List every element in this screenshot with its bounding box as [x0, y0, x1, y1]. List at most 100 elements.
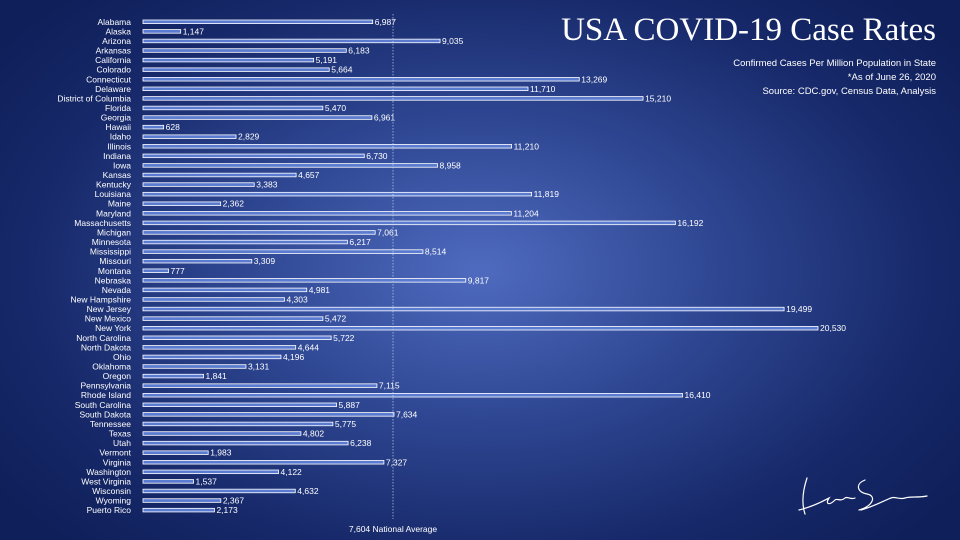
- bar: [142, 134, 237, 139]
- category-label: Florida: [105, 103, 131, 113]
- value-label: 16,410: [685, 390, 711, 400]
- value-label: 2,173: [216, 505, 238, 515]
- category-label: Arizona: [102, 36, 131, 46]
- category-label: Pennsylvania: [80, 381, 131, 391]
- category-label: Michigan: [97, 227, 131, 237]
- category-label: Delaware: [95, 84, 131, 94]
- bar: [142, 77, 580, 82]
- national-average-label: 7,604 National Average: [349, 524, 437, 534]
- category-label: Nebraska: [95, 275, 132, 285]
- value-label: 11,819: [534, 189, 560, 199]
- bar: [142, 345, 297, 350]
- category-label: Mississippi: [90, 247, 131, 257]
- bar: [142, 412, 395, 417]
- category-label: South Carolina: [75, 400, 132, 410]
- bar: [142, 450, 209, 455]
- bar: [142, 239, 348, 245]
- bar: [142, 402, 337, 407]
- as-of-date: *As of June 26, 2020: [847, 72, 936, 83]
- bar: [142, 153, 365, 159]
- value-label: 6,961: [374, 113, 396, 123]
- category-label: Arkansas: [96, 46, 131, 56]
- value-label: 15,210: [645, 93, 671, 103]
- bar: [142, 421, 334, 427]
- value-label: 6,730: [366, 151, 388, 161]
- bar: [142, 115, 373, 120]
- value-label: 5,470: [325, 103, 347, 113]
- value-label: 4,644: [298, 342, 320, 352]
- bar: [142, 316, 324, 321]
- value-label: 9,035: [442, 36, 464, 46]
- bar: [142, 431, 302, 436]
- bar: [142, 172, 297, 178]
- value-label: 7,115: [379, 381, 400, 391]
- value-label: 6,183: [348, 46, 370, 56]
- bar: [142, 124, 165, 130]
- value-label: 5,472: [325, 314, 347, 324]
- bar: [142, 479, 194, 484]
- bar: [142, 306, 785, 312]
- category-label: Alabama: [97, 17, 131, 27]
- bar: [142, 38, 441, 44]
- value-label: 5,775: [335, 419, 357, 429]
- value-label: 13,269: [581, 74, 607, 84]
- category-label: Tennessee: [90, 419, 131, 429]
- bars-layer: Alabama 6,987 Alaska 1,147 Arizona 9,035 Arkan…: [57, 17, 846, 515]
- bar: [142, 297, 285, 302]
- category-label: Kansas: [103, 170, 131, 180]
- value-label: 11,710: [530, 84, 556, 94]
- bar: [142, 507, 215, 513]
- category-label: New Hampshire: [71, 294, 132, 304]
- bar: [142, 57, 315, 63]
- category-label: South Dakota: [79, 409, 131, 419]
- value-label: 7,327: [386, 457, 408, 467]
- bar: [142, 488, 296, 494]
- value-label: 7,634: [396, 409, 418, 419]
- category-label: Washington: [86, 467, 131, 477]
- bar: [142, 383, 378, 388]
- bar: [142, 325, 819, 331]
- category-label: Colorado: [97, 65, 132, 75]
- bar: [142, 469, 279, 475]
- value-label: 1,841: [206, 371, 228, 381]
- bar: [142, 144, 512, 149]
- category-label: Montana: [98, 266, 131, 276]
- bar: [142, 335, 332, 340]
- bar: [142, 67, 330, 72]
- bar: [142, 364, 247, 369]
- value-label: 2,362: [223, 199, 245, 209]
- bar: [142, 393, 683, 398]
- category-label: Georgia: [101, 113, 132, 123]
- value-label: 5,887: [339, 400, 361, 410]
- category-label: Wyoming: [96, 496, 132, 506]
- value-label: 3,309: [254, 256, 276, 266]
- category-label: Rhode Island: [81, 390, 131, 400]
- chart-title: USA COVID-19 Case Rates: [561, 12, 936, 48]
- chart-subtitle: Confirmed Cases Per Million Population i…: [733, 58, 936, 69]
- bar: [142, 287, 308, 293]
- value-label: 4,303: [286, 294, 308, 304]
- category-label: New Jersey: [87, 304, 132, 314]
- value-label: 4,632: [297, 486, 319, 496]
- bar: [142, 182, 255, 187]
- bar: [142, 211, 512, 216]
- value-label: 5,191: [316, 55, 338, 65]
- value-label: 4,802: [303, 429, 325, 439]
- value-label: 6,238: [350, 438, 372, 448]
- value-label: 3,131: [248, 362, 270, 372]
- category-label: District of Columbia: [57, 93, 131, 103]
- value-label: 3,383: [256, 180, 278, 190]
- value-label: 2,829: [238, 132, 260, 142]
- category-label: Kentucky: [96, 180, 132, 190]
- bar: [142, 201, 222, 206]
- category-label: Connecticut: [86, 74, 132, 84]
- value-label: 5,722: [333, 333, 355, 343]
- category-label: Utah: [113, 438, 131, 448]
- category-label: Oklahoma: [92, 362, 131, 372]
- category-label: New Mexico: [85, 314, 132, 324]
- author-signature: [798, 477, 928, 515]
- value-label: 777: [171, 266, 185, 276]
- value-label: 4,122: [281, 467, 303, 477]
- value-label: 11,210: [514, 141, 540, 151]
